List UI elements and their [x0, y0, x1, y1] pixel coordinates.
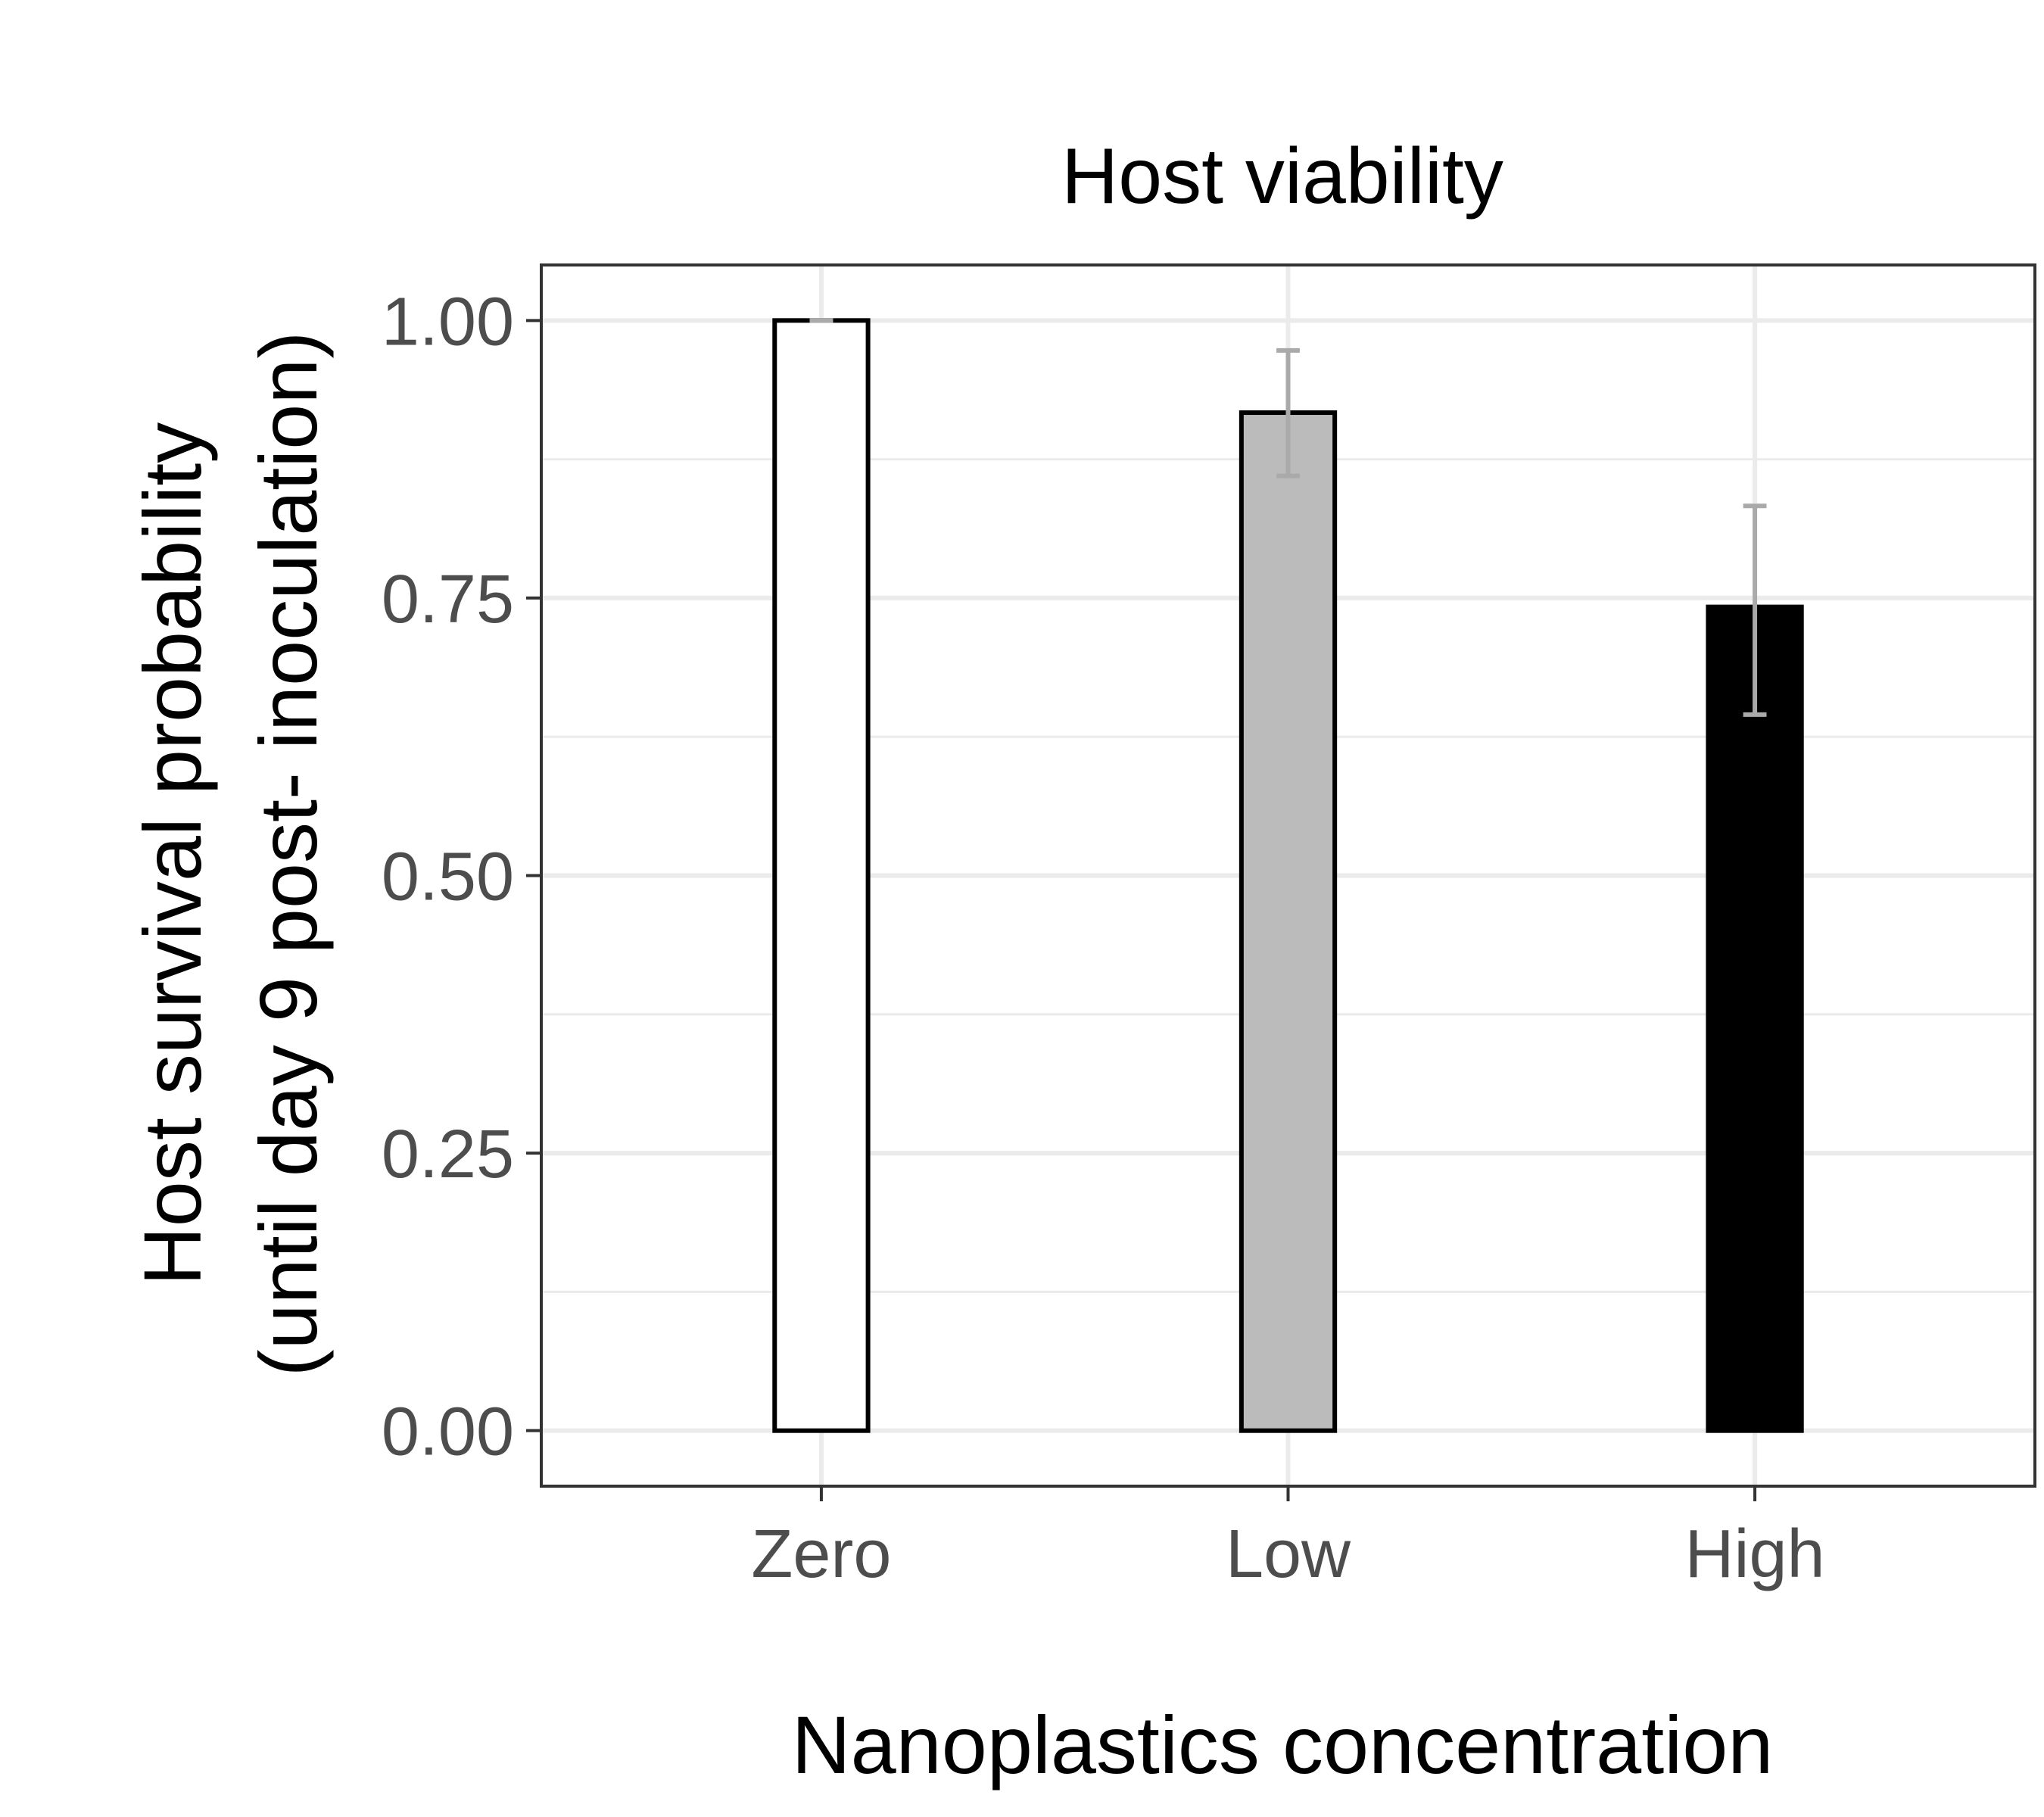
bar-zero	[772, 318, 871, 1433]
y-axis-title-line2: (until day 9 post- inoculation)	[242, 332, 334, 1377]
x-axis-title: Nanoplastics concentration	[792, 1699, 1774, 1791]
bar-high	[1706, 604, 1804, 1433]
error-bar-low	[1276, 348, 1300, 478]
error-bar-high	[1743, 503, 1767, 717]
y-tick-label: 0.75	[382, 562, 514, 637]
error-bars	[809, 318, 1767, 717]
y-tick-label: 0.00	[382, 1395, 514, 1470]
bars	[772, 318, 1804, 1433]
y-tick-label: 1.00	[382, 284, 514, 360]
x-tick-labels: Zero Low High	[751, 1516, 1824, 1592]
y-tick-label: 0.25	[382, 1117, 514, 1192]
x-tick-label-low: Low	[1226, 1516, 1351, 1592]
bar-low	[1239, 410, 1338, 1433]
x-tick-label-high: High	[1685, 1516, 1825, 1592]
y-tick-labels: 0.00 0.25 0.50 0.75 1.00	[382, 284, 514, 1469]
y-tick-label: 0.50	[382, 840, 514, 915]
y-axis-title-line1: Host survival probability	[126, 422, 218, 1286]
x-tick-label-zero: Zero	[751, 1516, 891, 1592]
chart-title: Host viability	[1061, 132, 1503, 220]
axis-ticks	[526, 319, 1757, 1501]
